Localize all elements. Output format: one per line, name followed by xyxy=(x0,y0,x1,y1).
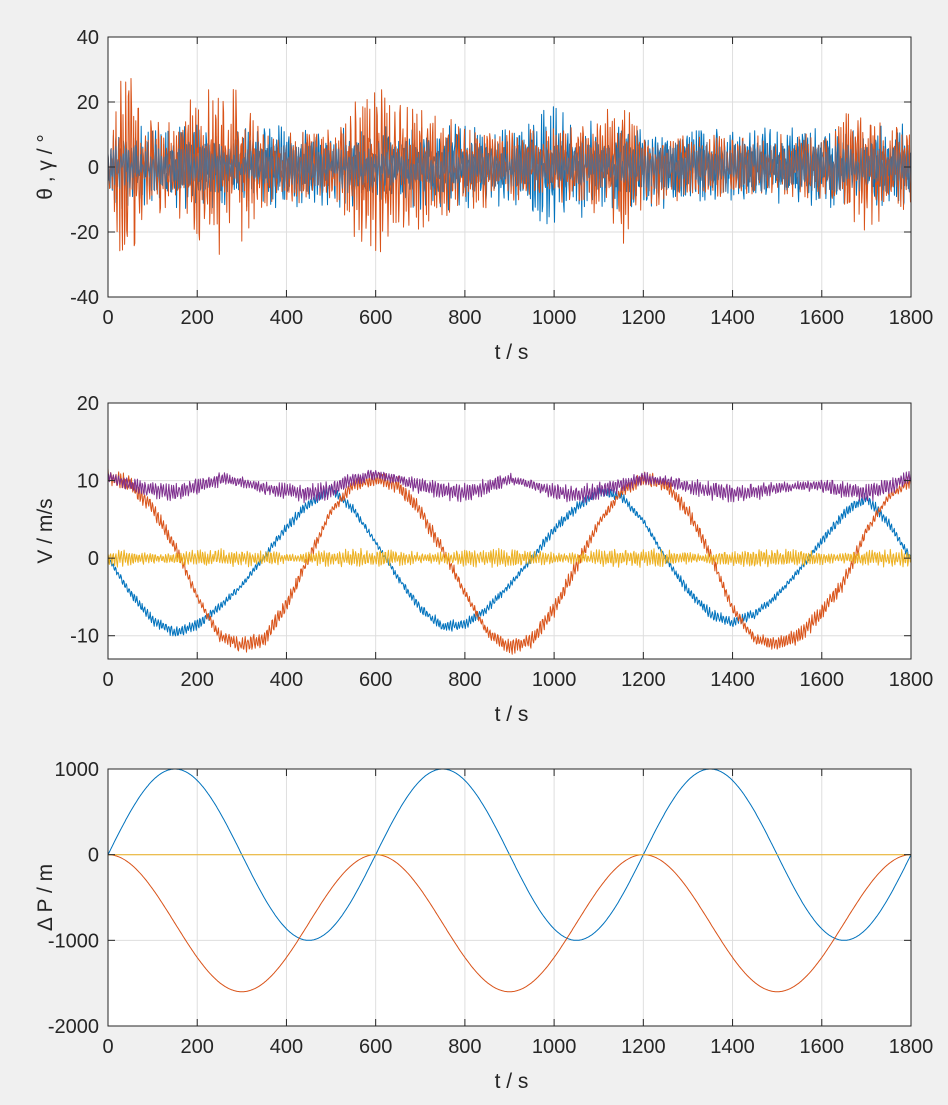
plot-area xyxy=(108,769,911,1026)
x-tick-label: 200 xyxy=(181,669,214,691)
x-tick-label: 1200 xyxy=(621,669,666,691)
chart-attitude: 0 200 400 600 800 1000 1200 1400 1600 1800 -40 -20 0… xyxy=(34,27,933,364)
series-line-2 xyxy=(108,854,911,993)
x-tick-label: 1600 xyxy=(800,307,845,329)
y-tick-label: -1000 xyxy=(48,930,99,952)
y-tick-label: 20 xyxy=(77,393,99,415)
y-tick-label: -20 xyxy=(70,222,99,244)
axes-box xyxy=(107,768,912,1027)
x-tick-label: 200 xyxy=(181,307,214,329)
x-axis-label: t / s xyxy=(495,341,529,364)
y-tick-label: 0 xyxy=(88,157,99,179)
x-tick-label: 600 xyxy=(359,1036,392,1058)
x-axis-label: t / s xyxy=(495,1070,529,1093)
x-tick-label: 1800 xyxy=(889,669,934,691)
series-line-2 xyxy=(108,468,911,655)
series-line-4 xyxy=(108,469,911,504)
y-tick-label: 40 xyxy=(77,27,99,49)
x-tick-label: 800 xyxy=(448,307,481,329)
y-axis-label: V / m/s xyxy=(34,498,57,563)
x-tick-label: 1400 xyxy=(710,1036,755,1058)
y-tick-label: -2000 xyxy=(48,1016,99,1038)
y-tick-label: 10 xyxy=(77,471,99,493)
series-line-3 xyxy=(108,140,911,194)
y-tick-label: 0 xyxy=(88,845,99,867)
chart-velocity: 0 200 400 600 800 1000 1200 1400 1600 1800-100102… xyxy=(34,393,933,726)
y-tick-label: 1000 xyxy=(55,759,100,781)
y-axis-label: θ , γ / ° xyxy=(34,134,57,200)
y-tick-label: 20 xyxy=(77,92,99,114)
x-tick-label: 400 xyxy=(270,307,303,329)
series-line-1 xyxy=(108,484,911,637)
y-axis-label: Δ P / m xyxy=(34,864,57,931)
x-tick-label: 0 xyxy=(102,669,113,691)
x-tick-label: 400 xyxy=(270,669,303,691)
y-tick-label: 0 xyxy=(88,548,99,570)
x-tick-label: 0 xyxy=(102,1036,113,1058)
x-axis-label: t / s xyxy=(495,703,529,726)
x-tick-label: 600 xyxy=(359,669,392,691)
x-tick-label: 1000 xyxy=(532,1036,577,1058)
x-tick-label: 800 xyxy=(448,1036,481,1058)
x-tick-label: 1000 xyxy=(532,307,577,329)
series-group xyxy=(108,769,911,993)
plot-area xyxy=(108,403,911,659)
x-tick-label: 200 xyxy=(181,1036,214,1058)
x-tick-label: 1600 xyxy=(800,669,845,691)
x-tick-label: 1800 xyxy=(889,1036,934,1058)
chart-position: 0 200 400 600 800 1000 1200 1400 1600 1800 -2000 -1… xyxy=(34,759,933,1093)
x-tick-label: 1400 xyxy=(710,669,755,691)
x-tick-label: 1200 xyxy=(621,1036,666,1058)
axes-box xyxy=(107,402,912,660)
x-tick-label: 1200 xyxy=(621,307,666,329)
y-tick-label: -10 xyxy=(70,626,99,648)
x-tick-label: 1400 xyxy=(710,307,755,329)
series-group xyxy=(108,468,911,655)
x-tick-label: 0 xyxy=(102,307,113,329)
x-tick-label: 600 xyxy=(359,307,392,329)
x-tick-label: 1800 xyxy=(889,307,934,329)
x-tick-label: 800 xyxy=(448,669,481,691)
y-tick-label: -40 xyxy=(70,287,99,309)
x-tick-label: 1600 xyxy=(800,1036,845,1058)
series-group xyxy=(108,78,911,255)
series-line-3 xyxy=(108,547,911,568)
series-line-2 xyxy=(108,78,911,255)
x-tick-label: 400 xyxy=(270,1036,303,1058)
x-tick-label: 1000 xyxy=(532,669,577,691)
